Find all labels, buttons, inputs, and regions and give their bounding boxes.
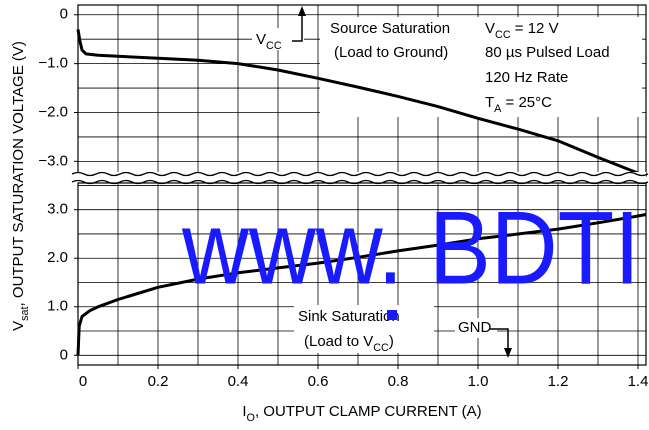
annotation: TA = 25°C [485, 94, 552, 115]
x-tick-label: 0.2 [148, 373, 169, 390]
annotation-part: ) [389, 333, 394, 350]
curve [76, 29, 647, 178]
y-tick-label: −2.0 [38, 103, 68, 120]
annotation: GND [458, 319, 492, 336]
axis-break-bg [72, 172, 646, 182]
annotation-part: 120 Hz Rate [485, 69, 568, 86]
annotation-part: 80 µs Pulsed Load [485, 44, 610, 61]
y-axis-label-part: sat [19, 306, 31, 320]
annotation-part: GND [458, 319, 492, 336]
annotation: Source Saturation [330, 20, 450, 37]
watermark: www. BDTI [181, 190, 640, 306]
x-tick-label: 1.4 [628, 373, 649, 390]
y-tick-label: 2.0 [47, 249, 68, 266]
x-tick-label: 1.2 [548, 373, 569, 390]
annotation-part: CC [495, 29, 511, 41]
x-axis-label-part: I [242, 403, 246, 420]
y-tick-label: 1.0 [47, 298, 68, 315]
y-axis-label-part: V [10, 321, 27, 331]
annotation: VCC = 12 V [485, 20, 559, 41]
plot-frame [77, 182, 647, 366]
annotation-part: (Load to Ground) [334, 44, 448, 61]
y-tick-label: 0 [60, 6, 68, 23]
annotation-part: A [494, 103, 502, 115]
annotation-bg [252, 28, 304, 50]
x-tick-label: 0.8 [388, 373, 409, 390]
y-tick-label: 3.0 [47, 201, 68, 218]
axis-break [71, 179, 649, 185]
y-tick-label: 0 [60, 346, 68, 363]
x-tick-label: 0.4 [228, 373, 249, 390]
annotation-part: (Load to V [304, 333, 373, 350]
annotation: VCC [256, 31, 282, 52]
annotation-part: V [256, 31, 266, 48]
annotation-bg [294, 305, 434, 353]
annotation-part: Sink Saturation [298, 308, 400, 325]
annotation: (Load to VCC) [304, 333, 394, 354]
y-axis-label: Vsat, OUTPUT SATURATION VOLTAGE (V) [10, 41, 31, 331]
arrow-head [298, 6, 306, 16]
x-tick-label: 0 [79, 373, 87, 390]
curve [76, 213, 647, 356]
x-tick-label: 0.6 [308, 373, 329, 390]
x-axis-label: IO, OUTPUT CLAMP CURRENT (A) [242, 403, 481, 424]
annotation-part: CC [373, 342, 389, 354]
annotation-part: Source Saturation [330, 20, 450, 37]
x-axis-label-part: O [247, 412, 255, 424]
annotation: (Load to Ground) [334, 44, 448, 61]
y-tick-label: −1.0 [38, 55, 68, 72]
annotation: Sink Saturation [298, 308, 400, 325]
annotation-part: V [485, 20, 495, 37]
watermark-dot [387, 310, 397, 320]
arrow [490, 328, 509, 350]
annotation-bg [320, 17, 642, 117]
arrow-head [504, 348, 512, 358]
annotation-part: = 25°C [501, 94, 552, 111]
annotation: 80 µs Pulsed Load [485, 44, 610, 61]
arrow [292, 14, 303, 42]
y-tick-label: −3.0 [38, 152, 68, 169]
annotation-bg [455, 318, 497, 338]
annotation-part: = 12 V [511, 20, 559, 37]
x-tick-label: 1.0 [468, 373, 489, 390]
annotation-part: T [485, 94, 494, 111]
annotation-part: CC [266, 40, 282, 52]
axis-break [71, 171, 649, 177]
y-axis-label-part: , OUTPUT SATURATION VOLTAGE (V) [10, 41, 27, 306]
annotation: 120 Hz Rate [485, 69, 568, 86]
x-axis-label-part: , OUTPUT CLAMP CURRENT (A) [255, 403, 482, 420]
